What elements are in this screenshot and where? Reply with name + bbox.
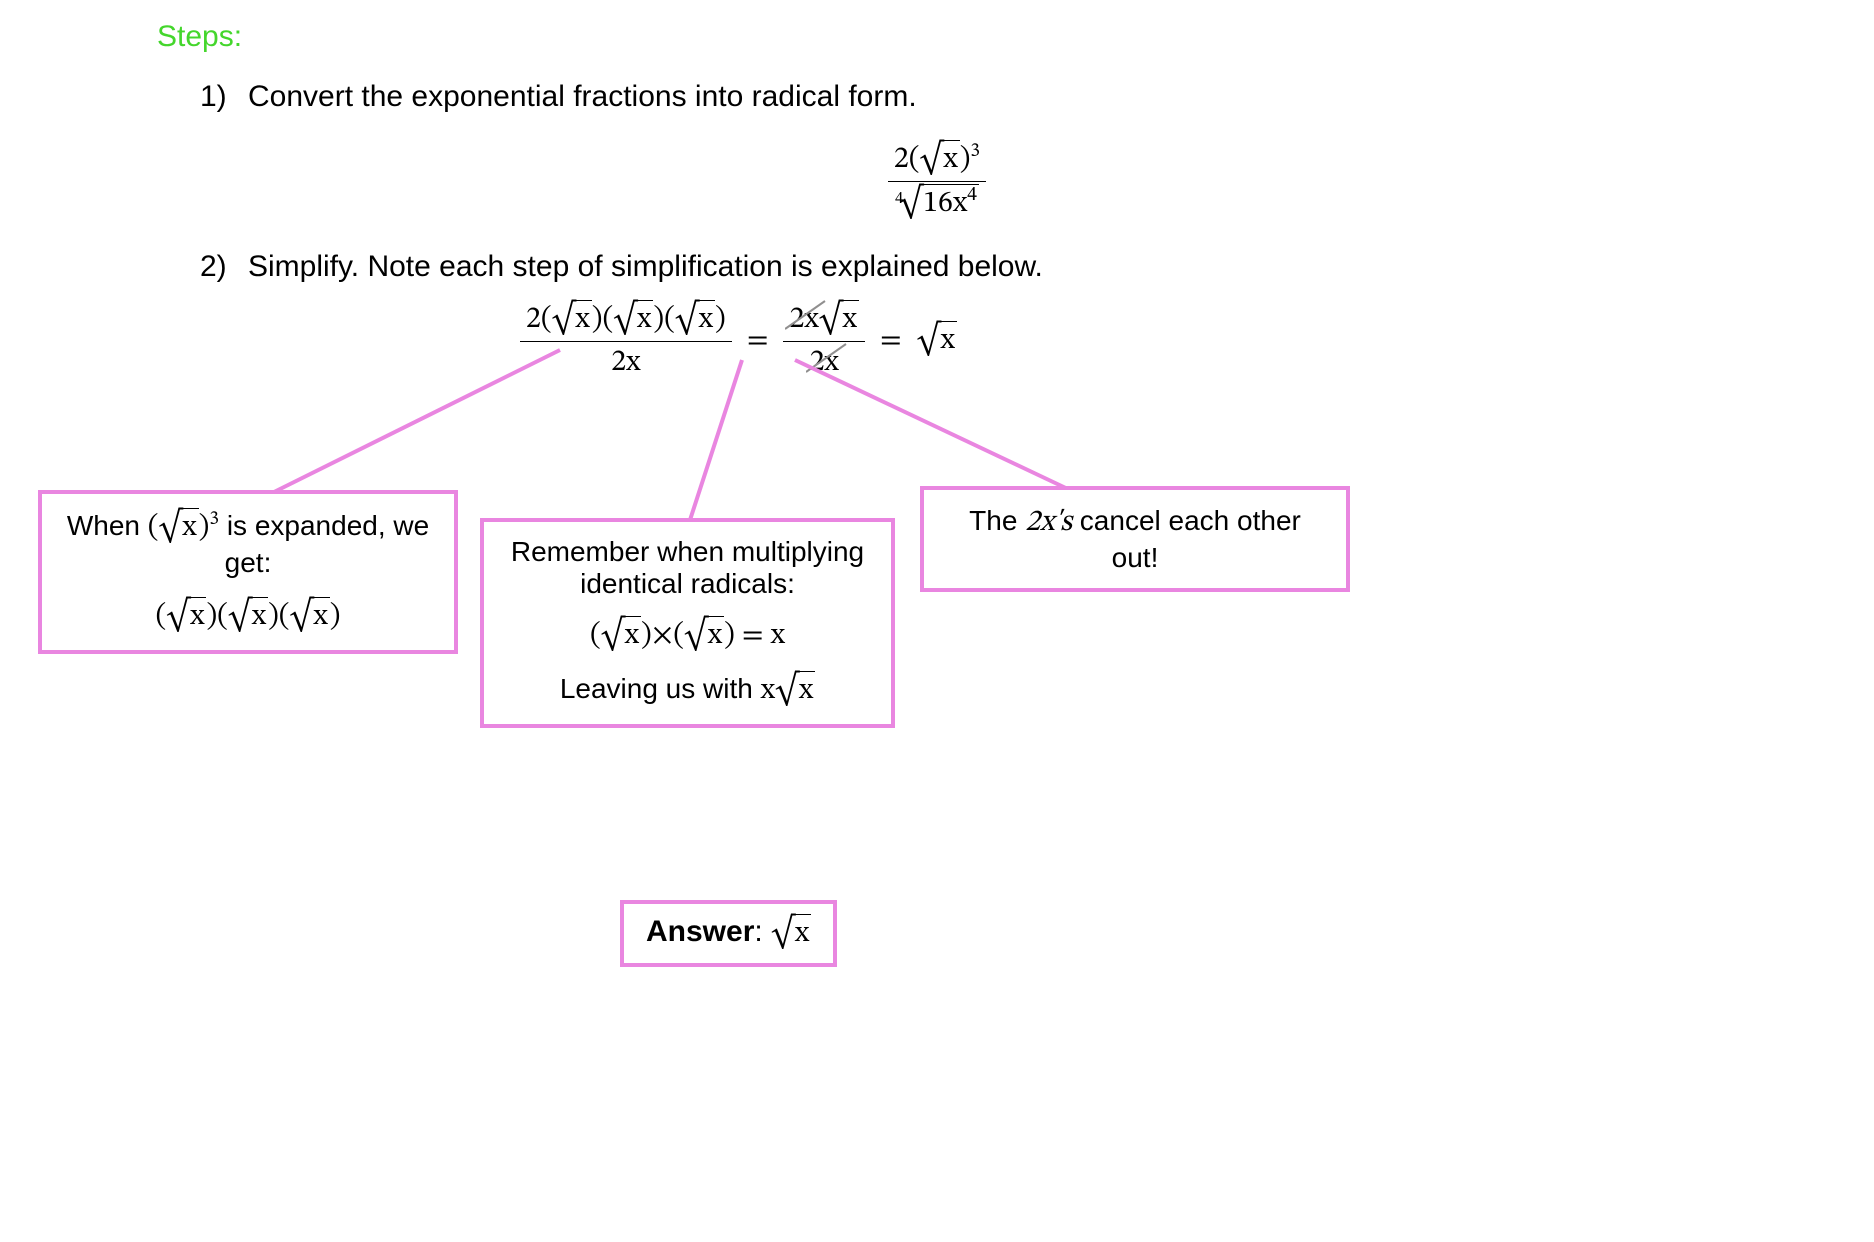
eq-mid-num-rad: x: [841, 300, 859, 339]
callout3-text-b: cancel each other out!: [1072, 505, 1301, 573]
eq-rad2: x: [635, 300, 653, 339]
callout-multiply-radicals: Remember when multiplying identical radi…: [480, 518, 895, 728]
eq-result-rad: x: [938, 321, 956, 360]
eq-equals2: =: [872, 326, 910, 356]
callout2-line1: Remember when multiplying: [502, 536, 873, 568]
callout2-line2: identical radicals:: [502, 568, 873, 600]
eq-coeff: 2: [526, 305, 541, 335]
frac1-num-radicand: x: [941, 140, 959, 179]
equation-line: 2(√x)(√x)(√x) 2x = 2x √x 2x = √x: [520, 300, 957, 382]
fraction-1: 2(√x)3 4√16x4: [0, 140, 1874, 223]
frac1-exp: 3: [970, 141, 980, 161]
eq-rad3: x: [697, 300, 715, 339]
callout-cancel: The 2x's cancel each other out!: [920, 486, 1350, 592]
callout1-line1: When (√x)3 is expanded, we get:: [60, 508, 436, 579]
callout2-line4: Leaving us with x√x: [502, 671, 873, 710]
step1-number: 1): [200, 80, 227, 114]
callout3-text-a: The: [969, 505, 1025, 536]
answer-rad: x: [793, 914, 811, 953]
callout2-eq: (√x)×(√x) = x: [502, 616, 873, 655]
callout1-line2: (√x)(√x)(√x): [60, 597, 436, 636]
page: Steps: 1) Convert the exponential fracti…: [0, 0, 1874, 1242]
steps-heading: Steps:: [157, 20, 242, 54]
eq-equals1: =: [739, 326, 777, 356]
eq-rad1: x: [573, 300, 591, 339]
callout-expand: When (√x)3 is expanded, we get: (√x)(√x)…: [38, 490, 458, 654]
callout3-var: 2x's: [1025, 508, 1072, 538]
answer-label: Answer: [646, 915, 754, 948]
frac1-coeff: 2: [894, 145, 909, 175]
answer-colon: :: [754, 915, 771, 948]
step2-number: 2): [200, 250, 227, 284]
step2-text: Simplify. Note each step of simplificati…: [248, 250, 1043, 284]
answer-box: Answer: √x: [620, 900, 837, 967]
eq-den1: 2x: [520, 341, 732, 382]
frac1-den-exp: 4: [967, 185, 977, 205]
eq-mid-den-2x: 2x: [810, 344, 839, 382]
frac1-den-radicand: 16x: [923, 189, 967, 219]
eq-mid-num-2x: 2x: [789, 301, 818, 339]
step1-text: Convert the exponential fractions into r…: [248, 80, 917, 114]
